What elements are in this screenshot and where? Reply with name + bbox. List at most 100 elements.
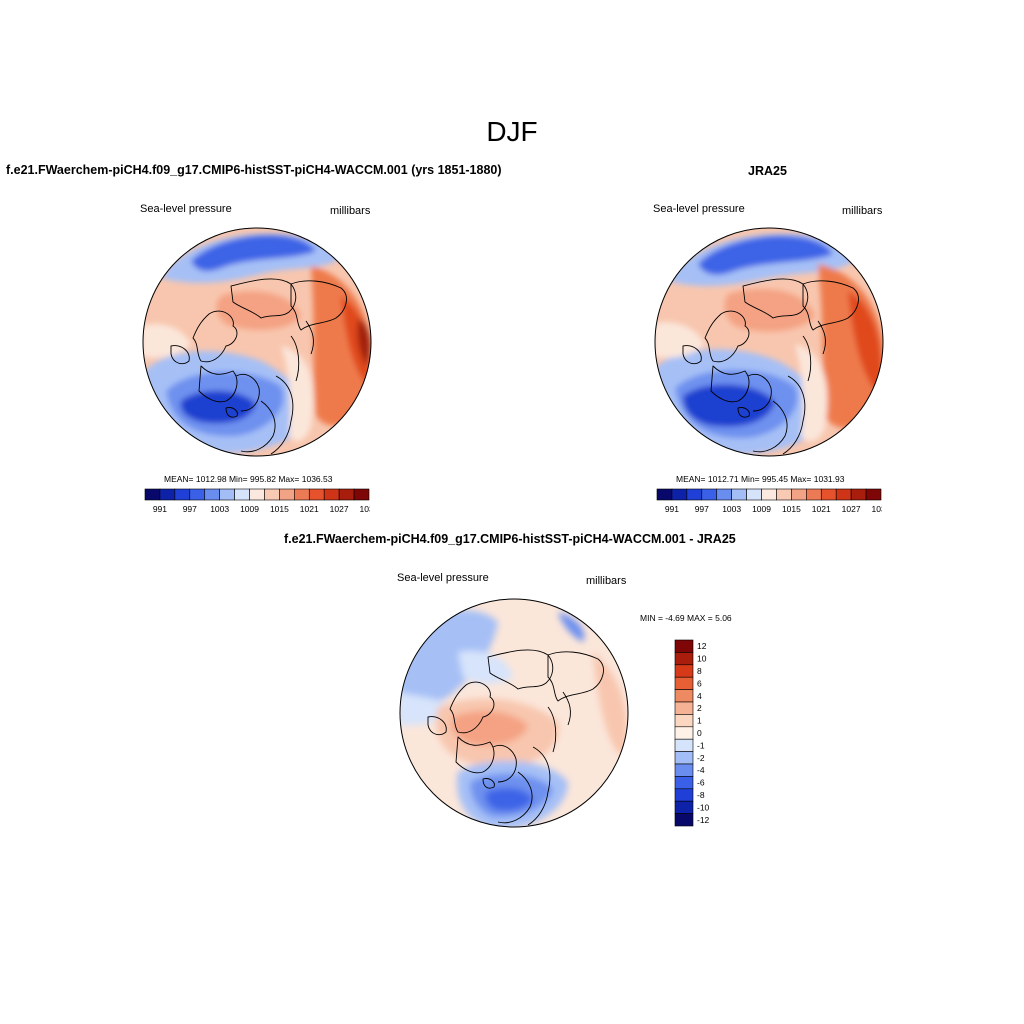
panel-3-title: f.e21.FWaerchem-piCH4.f09_g17.CMIP6-hist… — [284, 532, 736, 546]
map-3-border — [399, 598, 629, 828]
colorbar-1-swatch — [353, 488, 370, 501]
colorbar-2-tick-label: 997 — [695, 504, 709, 514]
colorbar-2-swatch — [686, 488, 703, 501]
map-2-siberian-high — [818, 264, 883, 429]
panel-3-variable-label: Sea-level pressure — [397, 572, 489, 584]
colorbar-1-swatch — [264, 488, 280, 501]
colorbar-2-swatch — [671, 488, 688, 501]
colorbar-3-tick-label: -4 — [697, 765, 705, 775]
colorbar-3-tick-label: 6 — [697, 678, 702, 688]
map-3-north-pale — [458, 650, 513, 684]
colorbar-2-swatch — [850, 488, 867, 501]
map-panel-2 — [654, 227, 884, 457]
map-1-siberian-high — [311, 266, 371, 426]
colorbar-1-swatch — [279, 488, 295, 501]
colorbar-3-swatch — [674, 726, 694, 740]
colorbar-1-tick-label: 997 — [183, 504, 197, 514]
colorbar-3-tick-label: 4 — [697, 691, 702, 701]
map-1-siberian-high-peak — [357, 318, 371, 366]
colorbar-3-swatch — [674, 664, 694, 678]
map-3-coastlines — [427, 649, 604, 826]
map-1-cream-band — [281, 346, 314, 442]
map-1-west-pale — [143, 324, 191, 358]
map-2-pacific-low-core — [698, 235, 833, 275]
map-2-arctic-high — [724, 289, 815, 332]
colorbar-2-swatch — [746, 488, 762, 501]
colorbar-2-tick-label: 1027 — [842, 504, 861, 514]
colorbar-1-swatch — [219, 488, 235, 501]
colorbar-panel-1: 991 997 1003 1009 1015 1021 1027 1033 — [144, 488, 370, 514]
panel-1-variable-label: Sea-level pressure — [140, 203, 232, 215]
colorbar-2-tick-label: 1015 — [782, 504, 801, 514]
map-panel-3 — [399, 598, 629, 828]
colorbar-3-tick-label: -2 — [697, 753, 705, 763]
colorbar-1-swatch — [174, 488, 191, 501]
map-1-siberian-high-core — [341, 296, 371, 386]
colorbar-2-swatch — [761, 488, 777, 501]
map-1-arctic-high — [216, 291, 301, 330]
colorbar-1-tick-label: 1033 — [360, 504, 370, 514]
colorbar-1-tick-label: 1015 — [270, 504, 289, 514]
colorbar-1-swatch — [249, 488, 265, 501]
colorbar-3-swatch — [674, 751, 694, 765]
map-panel-1 — [142, 227, 372, 457]
colorbar-2-swatch — [806, 488, 822, 501]
colorbar-1-swatch — [144, 488, 161, 501]
colorbar-3-swatch — [674, 652, 694, 666]
colorbar-3-tick-label: 12 — [697, 641, 707, 651]
colorbar-2-swatch — [716, 488, 732, 501]
colorbar-3-swatch — [674, 639, 694, 653]
colorbar-2-swatch — [820, 488, 837, 501]
colorbar-3-tick-label: -12 — [697, 815, 710, 825]
colorbar-1-tick-label: 1027 — [330, 504, 349, 514]
colorbar-2-tick-label: 1033 — [872, 504, 882, 514]
colorbar-3-swatch — [674, 813, 694, 827]
colorbar-1-swatch — [338, 488, 355, 501]
map-1-pacific-low-core — [191, 234, 316, 272]
colorbar-1-tick-label: 1003 — [210, 504, 229, 514]
colorbar-1-swatch — [234, 488, 250, 501]
panel-2-variable-label: Sea-level pressure — [653, 203, 745, 215]
colorbar-3-tick-label: 8 — [697, 666, 702, 676]
panel-1-title: f.e21.FWaerchem-piCH4.f09_g17.CMIP6-hist… — [6, 163, 502, 177]
map-3-south-blue-core — [485, 787, 533, 811]
colorbar-2-swatch — [835, 488, 852, 501]
colorbar-1-tick-label: 1021 — [300, 504, 319, 514]
colorbar-panel-2: 991 997 1003 1009 1015 1021 1027 1033 — [656, 488, 882, 514]
colorbar-3-tick-label: 2 — [697, 703, 702, 713]
colorbar-3-swatch — [674, 689, 694, 703]
panel-2-units-label: millibars — [842, 205, 883, 217]
colorbar-1-tick-label: 991 — [153, 504, 167, 514]
colorbar-3-tick-label: 10 — [697, 654, 707, 664]
map-3-northeast-blue — [558, 612, 585, 642]
map-1-coastlines — [170, 278, 347, 455]
colorbar-1-tick-label: 1009 — [240, 504, 259, 514]
colorbar-1-swatch — [308, 488, 325, 501]
colorbar-1-swatch — [159, 488, 176, 501]
map-2-border — [654, 227, 884, 457]
map-1-border — [142, 227, 372, 457]
colorbar-3-swatch — [674, 788, 694, 802]
colorbar-2-swatch — [791, 488, 807, 501]
colorbar-2-tick-label: 991 — [665, 504, 679, 514]
colorbar-3-swatch — [674, 701, 694, 715]
map-3-center-orange — [451, 710, 528, 746]
colorbar-3-tick-label: 1 — [697, 716, 702, 726]
map-2-atlantic-low-core — [683, 384, 775, 427]
colorbar-3-swatch — [674, 714, 694, 728]
colorbar-3-tick-label: -1 — [697, 740, 705, 750]
colorbar-3-tick-label: 0 — [697, 728, 702, 738]
figure-title: DJF — [486, 116, 538, 147]
colorbar-2-swatch — [701, 488, 718, 501]
panel-1-units-label: millibars — [330, 205, 371, 217]
colorbar-3-tick-label: -10 — [697, 802, 710, 812]
panel-1-stats: MEAN= 1012.98 Min= 995.82 Max= 1036.53 — [164, 474, 333, 484]
colorbar-3-swatch — [674, 738, 694, 752]
panel-2-stats: MEAN= 1012.71 Min= 995.45 Max= 1031.93 — [676, 474, 845, 484]
colorbar-2-swatch — [865, 488, 882, 501]
map-2-cream-band — [795, 344, 828, 442]
colorbar-1-swatch — [294, 488, 310, 501]
colorbar-3-swatch — [674, 776, 694, 790]
map-2-coastlines — [682, 278, 859, 455]
